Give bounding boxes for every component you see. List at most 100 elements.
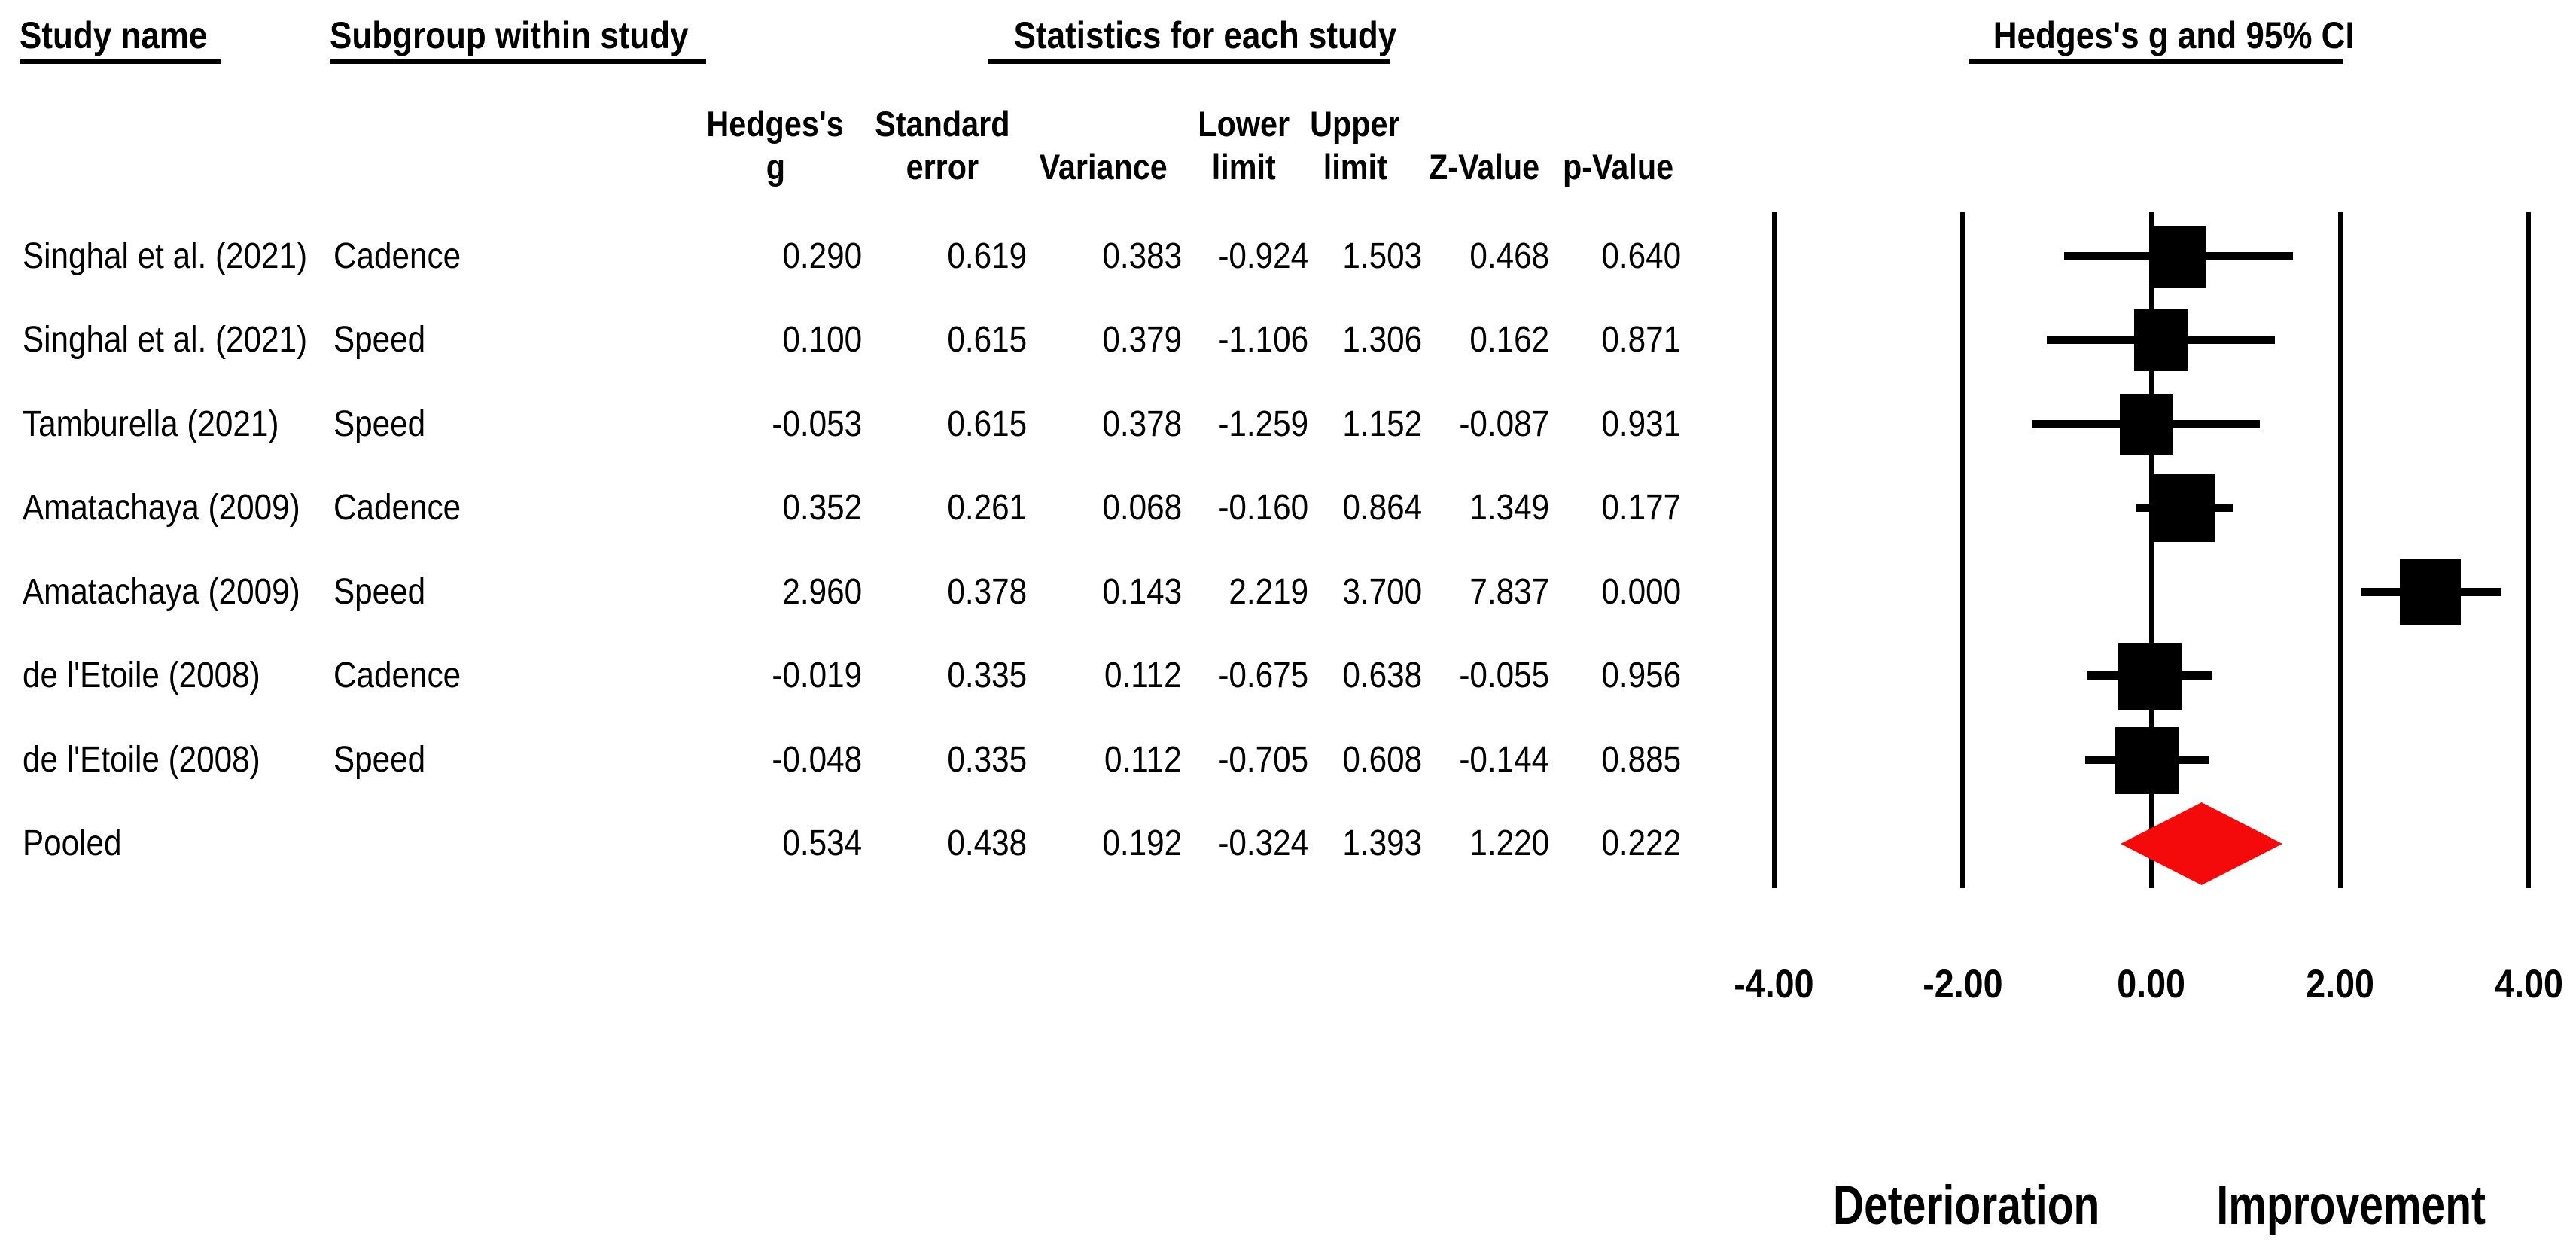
stat-cell-upper: 1.152 [1226, 403, 1422, 446]
effect-square [2118, 642, 2182, 710]
study-name-cell: Amatachaya (2009) [23, 487, 474, 529]
stat-cell-variance-text: 0.378 [1102, 404, 1182, 444]
study-name-cell: de l'Etoile (2008) [23, 655, 474, 697]
stat-cell-lower-text: -0.324 [1218, 823, 1308, 863]
effect-square [2115, 726, 2179, 794]
axis-tick-label: 2.00 [2258, 963, 2423, 1006]
stat-cell-variance: 0.143 [986, 571, 1182, 613]
stat-cell-p: 0.177 [1485, 487, 1681, 529]
stat-cell-variance-text: 0.068 [1102, 488, 1182, 528]
stat-cell-z-text: 0.468 [1469, 236, 1549, 276]
subgroup-cell-text: Speed [333, 572, 426, 612]
stat-col-header-bottom-text: p-Value [1563, 147, 1674, 187]
axis-tick-label-text: -2.00 [1923, 962, 2003, 1006]
stat-cell-g: 0.534 [666, 823, 862, 865]
section-header-statistics-label: Statistics for each study [1013, 14, 1397, 56]
study-name-cell: Singhal et al. (2021) [23, 319, 474, 361]
stat-cell-z-text: -0.087 [1459, 404, 1549, 444]
stat-cell-upper: 0.638 [1226, 655, 1422, 697]
stat-cell-upper-text: 0.638 [1342, 656, 1422, 695]
stat-cell-p: 0.000 [1485, 571, 1681, 613]
effect-square [2400, 559, 2462, 625]
stat-col-header-bottom-text: error [906, 147, 979, 187]
stat-cell-lower: -0.924 [1113, 236, 1308, 278]
stat-cell-se: 0.438 [831, 823, 1027, 865]
stat-cell-lower: 2.219 [1113, 571, 1308, 613]
stat-col-header-limit: Upper limit [1242, 102, 1468, 188]
stat-col-header-top: Standard [830, 102, 1055, 145]
study-name-cell: Amatachaya (2009) [23, 571, 474, 613]
stat-cell-upper-text: 1.393 [1342, 823, 1422, 863]
stat-cell-g-text: 0.352 [782, 488, 862, 528]
stat-cell-p: 0.640 [1485, 236, 1681, 278]
stat-cell-upper-text: 0.864 [1342, 488, 1422, 528]
stat-cell-lower: -1.106 [1113, 319, 1308, 361]
stat-col-header-top-text: Standard [875, 104, 1010, 144]
axis-label-improvement-text: Improvement [2216, 1175, 2486, 1236]
stat-cell-g: 0.100 [666, 319, 862, 361]
stat-cell-se: 0.378 [831, 571, 1027, 613]
stat-cell-g-text: 0.100 [782, 320, 862, 360]
subgroup-cell: Cadence [333, 236, 680, 278]
stat-cell-upper: 0.608 [1226, 739, 1422, 781]
effect-square [2151, 226, 2206, 288]
stat-col-header-variance: Variance [991, 102, 1216, 188]
stat-col-header-z-value: Z-Value [1372, 102, 1597, 188]
stat-cell-variance-text: 0.112 [1104, 656, 1182, 695]
stat-cell-se: 0.615 [831, 403, 1027, 446]
stat-cell-g-text: 2.960 [782, 572, 862, 612]
stat-cell-lower-text: -0.160 [1218, 488, 1308, 528]
section-header-study-name-label: Study name [20, 14, 208, 56]
axis-tick-label: 0.00 [2069, 963, 2234, 1006]
stat-col-header-bottom-text: limit [1323, 147, 1387, 187]
stat-col-header-bottom: Variance [991, 145, 1216, 188]
axis-tick-label-text: 2.00 [2306, 962, 2374, 1006]
study-name-cell-text: Singhal et al. (2021) [23, 320, 308, 360]
grid-line [1771, 212, 1777, 888]
stat-cell-se: 0.615 [831, 319, 1027, 361]
stat-cell-variance-text: 0.143 [1102, 572, 1182, 612]
stat-cell-lower-text: -1.106 [1218, 320, 1308, 360]
subgroup-cell: Speed [333, 319, 680, 361]
stat-cell-lower-text: -0.705 [1218, 740, 1308, 780]
stat-col-header-top-text: Lower [1198, 104, 1290, 144]
study-name-cell: Pooled [23, 823, 474, 865]
grid-line [2337, 212, 2343, 888]
stat-col-header-bottom-text: Z-Value [1429, 147, 1540, 187]
stat-cell-z-text: 1.349 [1469, 488, 1549, 528]
stat-col-header-bottom: p-Value [1506, 145, 1731, 188]
section-header-study-name: Study name [20, 15, 221, 64]
section-header-plot: Hedges's g and 95% CI [1969, 15, 2355, 64]
stat-cell-z-text: 1.220 [1469, 823, 1549, 863]
stat-cell-g-text: -0.053 [772, 404, 862, 444]
stat-cell-p: 0.871 [1485, 319, 1681, 361]
stat-cell-upper-text: 1.503 [1342, 236, 1422, 276]
stat-cell-lower: -0.160 [1113, 487, 1308, 529]
stat-cell-se-text: 0.615 [947, 320, 1027, 360]
stat-cell-se: 0.619 [831, 236, 1027, 278]
stat-cell-se-text: 0.438 [947, 823, 1027, 863]
stat-cell-p-text: 0.885 [1601, 740, 1681, 780]
subgroup-cell: Speed [333, 739, 680, 781]
stat-cell-p: 0.931 [1485, 403, 1681, 446]
stat-cell-se-text: 0.378 [947, 572, 1027, 612]
stat-cell-upper: 0.864 [1226, 487, 1422, 529]
stat-cell-g: 2.960 [666, 571, 862, 613]
axis-tick-label-text: -4.00 [1734, 962, 1814, 1006]
axis-tick-label-text: 4.00 [2494, 962, 2563, 1006]
subgroup-cell-text: Cadence [333, 656, 461, 695]
stat-cell-variance-text: 0.379 [1102, 320, 1182, 360]
stat-cell-p-text: 0.222 [1601, 823, 1681, 863]
stat-cell-p-text: 0.000 [1601, 572, 1681, 612]
grid-line [1960, 212, 1965, 888]
axis-tick-label: -4.00 [1691, 963, 1857, 1006]
stat-cell-p-text: 0.931 [1601, 404, 1681, 444]
section-header-statistics: Statistics for each study [988, 15, 1396, 64]
stat-cell-g-text: -0.048 [772, 740, 862, 780]
study-name-cell: de l'Etoile (2008) [23, 739, 474, 781]
stat-cell-upper: 1.393 [1226, 823, 1422, 865]
stat-cell-se: 0.335 [831, 655, 1027, 697]
stat-col-header-top-text: Upper [1310, 104, 1400, 144]
stat-cell-variance: 0.112 [986, 655, 1182, 697]
effect-square [2134, 309, 2188, 371]
